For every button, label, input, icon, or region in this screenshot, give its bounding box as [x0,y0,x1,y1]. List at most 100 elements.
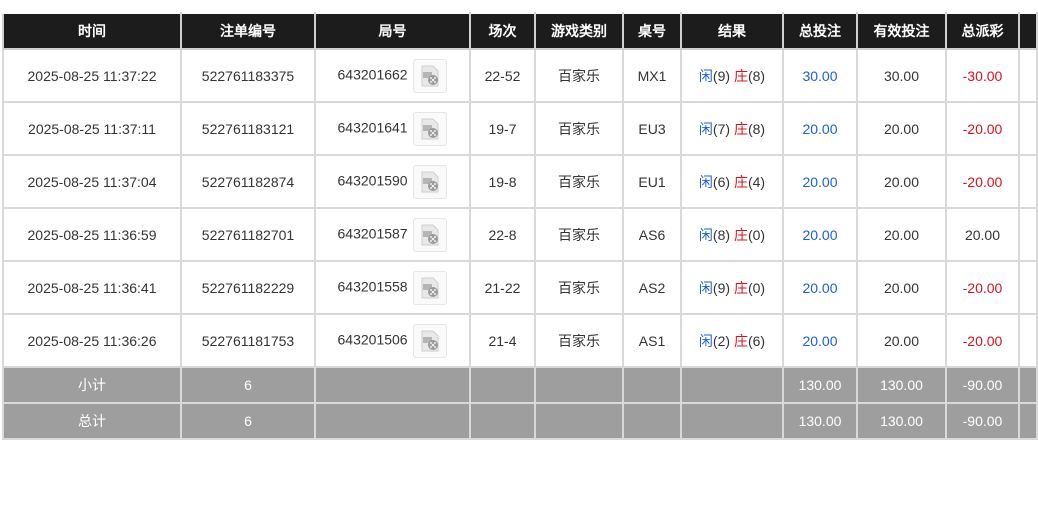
subtotal-count: 6 [180,366,316,404]
round-number: 643201558 [337,278,408,295]
header-time: 时间 [2,12,182,50]
game-type-cell: 百家乐 [534,313,624,368]
video-file-icon[interactable] [413,270,448,305]
empty-cell [469,402,536,440]
table-header-row: 时间 注单编号 局号 场次 游戏类别 桌号 结果 总投注 有效投注 总派彩 [2,12,1038,50]
grand_total-total-bet: 130.00 [782,402,858,440]
grand_total-label: 总计 [2,402,182,440]
game-type-cell: 百家乐 [534,260,624,315]
player-score: (9) [712,279,731,296]
banker-label: 庄 [733,279,748,296]
bet-id-cell: 522761182701 [180,207,316,262]
header-bet-id: 注单编号 [180,12,316,50]
grand_total-row: 总计 6 130.00 130.00 -90.00 [2,402,1038,440]
banker-label: 庄 [733,67,748,84]
result-cell: 闲(8) 庄(0) [680,207,784,262]
header-payout: 总派彩 [945,12,1020,50]
empty-cell [1018,402,1038,440]
session-cell: 19-8 [469,154,536,209]
session-cell: 22-8 [469,207,536,262]
bet-id-cell: 522761181753 [180,313,316,368]
banker-score: (0) [747,226,766,243]
empty-cell [314,366,471,404]
extra-cell [1018,154,1038,209]
valid-bet-cell: 20.00 [856,207,947,262]
grand_total-count: 6 [180,402,316,440]
empty-cell [469,366,536,404]
round-number: 643201662 [337,66,408,83]
grand_total-valid-bet: 130.00 [856,402,947,440]
player-label: 闲 [698,332,713,349]
empty-cell [534,402,624,440]
video-file-icon[interactable] [413,217,448,252]
total-bet-cell: 20.00 [782,313,858,368]
header-total-bet: 总投注 [782,12,858,50]
banker-label: 庄 [733,332,748,349]
game-type-cell: 百家乐 [534,101,624,156]
subtotal-label: 小计 [2,366,182,404]
table-no-cell: MX1 [622,48,682,103]
header-session: 场次 [469,12,536,50]
session-cell: 19-7 [469,101,536,156]
valid-bet-cell: 20.00 [856,260,947,315]
empty-cell [680,366,784,404]
round-number: 643201506 [337,331,408,348]
bet-id-cell: 522761183375 [180,48,316,103]
extra-cell [1018,207,1038,262]
subtotal-valid-bet: 130.00 [856,366,947,404]
valid-bet-cell: 20.00 [856,313,947,368]
round-cell: 643201590 [314,154,471,209]
header-result: 结果 [680,12,784,50]
empty-cell [534,366,624,404]
table-no-cell: EU3 [622,101,682,156]
session-cell: 21-22 [469,260,536,315]
player-score: (9) [712,67,731,84]
player-label: 闲 [698,226,713,243]
result-cell: 闲(9) 庄(8) [680,48,784,103]
table-no-cell: EU1 [622,154,682,209]
banker-score: (8) [747,120,766,137]
empty-cell [314,402,471,440]
extra-cell [1018,260,1038,315]
round-number: 643201590 [337,172,408,189]
subtotal-payout: -90.00 [945,366,1020,404]
valid-bet-cell: 20.00 [856,154,947,209]
subtotal-total-bet: 130.00 [782,366,858,404]
time-cell: 2025-08-25 11:36:26 [2,313,182,368]
table-no-cell: AS1 [622,313,682,368]
player-label: 闲 [698,67,713,84]
player-label: 闲 [698,173,713,190]
banker-score: (0) [747,279,766,296]
total-bet-cell: 20.00 [782,101,858,156]
player-score: (2) [712,332,731,349]
header-game-type: 游戏类别 [534,12,624,50]
video-file-icon[interactable] [413,323,448,358]
round-cell: 643201662 [314,48,471,103]
round-number: 643201641 [337,119,408,136]
extra-cell [1018,48,1038,103]
total-bet-cell: 30.00 [782,48,858,103]
game-type-cell: 百家乐 [534,207,624,262]
header-round: 局号 [314,12,471,50]
time-cell: 2025-08-25 11:37:11 [2,101,182,156]
player-label: 闲 [698,120,713,137]
video-file-icon[interactable] [413,58,448,93]
round-cell: 643201506 [314,313,471,368]
total-bet-cell: 20.00 [782,260,858,315]
payout-cell: 20.00 [945,207,1020,262]
table-row: 2025-08-25 11:37:11 522761183121 6432016… [2,101,1038,156]
result-cell: 闲(6) 庄(4) [680,154,784,209]
total-bet-cell: 20.00 [782,154,858,209]
video-file-icon[interactable] [413,164,448,199]
total-bet-cell: 20.00 [782,207,858,262]
grand_total-payout: -90.00 [945,402,1020,440]
result-cell: 闲(9) 庄(0) [680,260,784,315]
payout-cell: -30.00 [945,48,1020,103]
table-row: 2025-08-25 11:37:04 522761182874 6432015… [2,154,1038,209]
bet-history-table: 时间 注单编号 局号 场次 游戏类别 桌号 结果 总投注 有效投注 总派彩 2025-08-25 … [2,12,1038,440]
payout-cell: -20.00 [945,154,1020,209]
video-file-icon[interactable] [413,111,448,146]
bet-id-cell: 522761182229 [180,260,316,315]
round-cell: 643201587 [314,207,471,262]
game-type-cell: 百家乐 [534,48,624,103]
